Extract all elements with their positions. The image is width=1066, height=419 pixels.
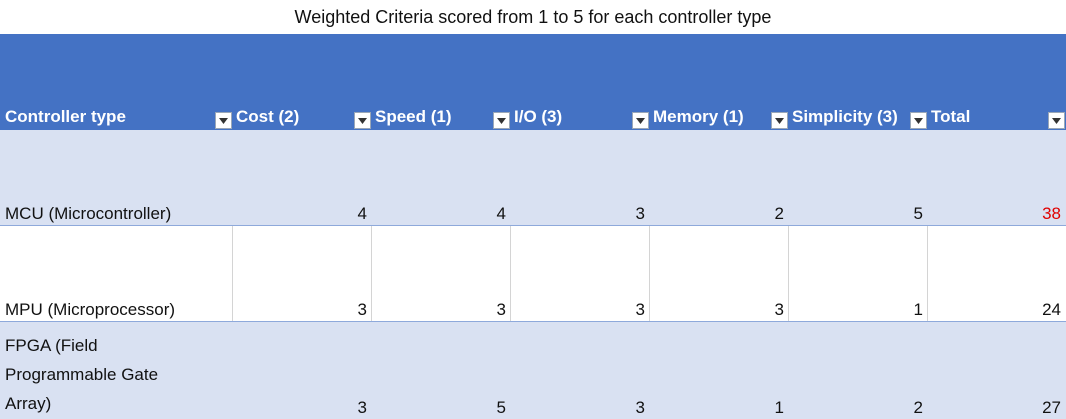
table-row[interactable]: MPU (Microprocessor) 3 3 3 3 1 24 xyxy=(0,226,1066,321)
header-label: Simplicity (3) xyxy=(792,107,898,126)
header-total: Total xyxy=(928,34,1066,130)
cell-simplicity[interactable]: 5 xyxy=(913,204,923,223)
cell-simplicity[interactable]: 2 xyxy=(913,398,923,417)
filter-dropdown-icon[interactable] xyxy=(910,112,927,129)
cell-speed[interactable]: 3 xyxy=(496,300,506,319)
row-divider xyxy=(0,225,1066,226)
table-row[interactable]: MCU (Microcontroller) 4 4 3 2 5 38 xyxy=(0,130,1066,225)
cell-cost[interactable]: 3 xyxy=(357,300,367,319)
header-label: Controller type xyxy=(5,107,126,126)
row-divider xyxy=(0,321,1066,322)
header-controller-type: Controller type xyxy=(0,34,233,130)
cell-total[interactable]: 38 xyxy=(1042,204,1061,223)
grid-line xyxy=(371,226,372,321)
cell-io[interactable]: 3 xyxy=(635,204,645,223)
cell-controller-type[interactable]: FPGA (Field Programmable Gate Array) xyxy=(5,336,159,413)
cell-speed[interactable]: 4 xyxy=(496,204,506,223)
cell-memory[interactable]: 1 xyxy=(774,398,784,417)
cell-io[interactable]: 3 xyxy=(635,398,645,417)
cell-controller-type[interactable]: MPU (Microprocessor) xyxy=(5,300,176,319)
grid-line xyxy=(788,226,789,321)
filter-dropdown-icon[interactable] xyxy=(632,112,649,129)
filter-dropdown-icon[interactable] xyxy=(1048,112,1065,129)
table-header-bar xyxy=(0,34,1066,130)
grid-line xyxy=(232,226,233,321)
header-label: Memory (1) xyxy=(653,107,744,126)
header-memory: Memory (1) xyxy=(650,34,789,130)
table-row[interactable]: FPGA (Field Programmable Gate Array) 3 5… xyxy=(0,322,1066,419)
header-label: Cost (2) xyxy=(236,107,300,126)
cell-controller-type[interactable]: MCU (Microcontroller) xyxy=(5,204,172,223)
cell-simplicity[interactable]: 1 xyxy=(913,300,923,319)
header-io: I/O (3) xyxy=(511,34,650,130)
cell-cost[interactable]: 3 xyxy=(357,398,367,417)
header-label: Total xyxy=(931,107,971,126)
header-speed: Speed (1) xyxy=(372,34,511,130)
header-label: I/O (3) xyxy=(514,107,563,126)
cell-memory[interactable]: 3 xyxy=(774,300,784,319)
filter-dropdown-icon[interactable] xyxy=(215,112,232,129)
header-simplicity: Simplicity (3) xyxy=(789,34,928,130)
cell-memory[interactable]: 2 xyxy=(774,204,784,223)
cell-total[interactable]: 27 xyxy=(1042,398,1061,417)
grid-line xyxy=(510,226,511,321)
cell-io[interactable]: 3 xyxy=(635,300,645,319)
grid-line xyxy=(927,226,928,321)
filter-dropdown-icon[interactable] xyxy=(354,112,371,129)
grid-line xyxy=(649,226,650,321)
header-cost: Cost (2) xyxy=(233,34,372,130)
cell-speed[interactable]: 5 xyxy=(496,398,506,417)
header-label: Speed (1) xyxy=(375,107,452,126)
filter-dropdown-icon[interactable] xyxy=(493,112,510,129)
filter-dropdown-icon[interactable] xyxy=(771,112,788,129)
cell-cost[interactable]: 4 xyxy=(357,204,367,223)
cell-total[interactable]: 24 xyxy=(1042,300,1061,319)
sheet-title: Weighted Criteria scored from 1 to 5 for… xyxy=(294,6,772,27)
